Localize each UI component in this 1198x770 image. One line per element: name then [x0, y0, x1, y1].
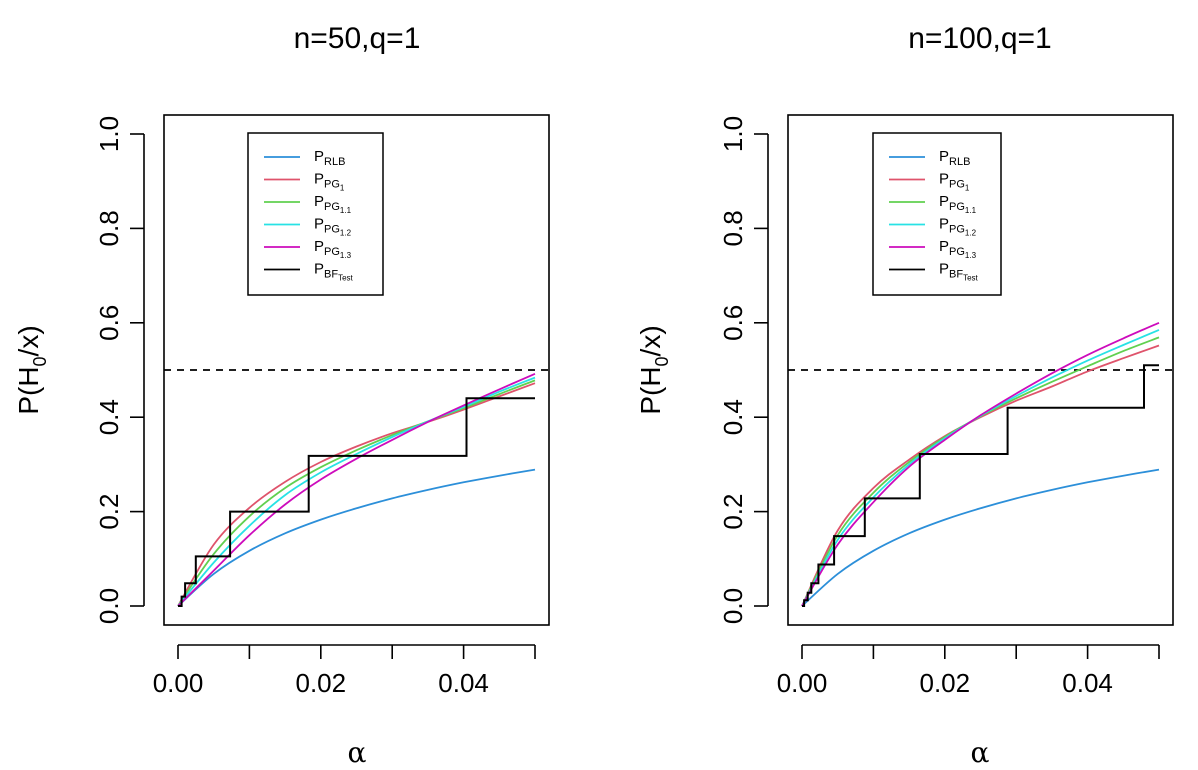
legend-label-sub: BF: [949, 269, 963, 281]
x-tick-label: 0.02: [295, 668, 346, 698]
series-line-PG1: [801, 344, 1160, 607]
legend-label-main: P: [939, 171, 949, 188]
legend-label-main: P: [314, 216, 324, 233]
series-line-PG1: [177, 382, 536, 607]
legend-label-main: P: [314, 148, 324, 165]
legend-label-sub: PG: [324, 179, 340, 191]
y-axis-label-sub: 0: [30, 356, 50, 366]
legend-label-sub: RLB: [324, 156, 345, 168]
legend-label-sub2: 1: [965, 184, 970, 193]
legend-label-sub: PG: [324, 224, 340, 236]
legend-label-sub: PG: [949, 201, 965, 213]
y-axis-label-rest: /x): [13, 325, 44, 356]
legend-label-sub2: Test: [963, 274, 978, 283]
legend-label-main: P: [314, 238, 324, 255]
legend-entry-label: PPG1.2: [314, 216, 352, 238]
panel-1: n=50,q=1 0.00 0.02 0.04 0.0 0.2 0.4 0.6 0.8 1.0 α P…: [13, 22, 550, 769]
legend-label-sub2: 1.3: [340, 251, 352, 260]
y-tick-label: 0.2: [718, 494, 748, 530]
legend-label-sub: RLB: [949, 156, 970, 168]
x-tick-label: 0.04: [1062, 668, 1113, 698]
y-tick-label: 0.4: [94, 399, 124, 435]
legend-entry-label: PRLB: [939, 148, 970, 168]
legend-entry-label: PPG1.3: [939, 238, 977, 260]
series-line-PG1-3: [801, 321, 1160, 607]
legend-label-sub: PG: [949, 224, 965, 236]
legend-label-sub2: 1.2: [965, 229, 977, 238]
legend-entry-label: PRLB: [314, 148, 345, 168]
legend-entry-label: PPG1.1: [314, 193, 352, 215]
legend-label-main: P: [939, 148, 949, 165]
legend-label-main: P: [314, 171, 324, 188]
y-tick-label: 0.4: [718, 399, 748, 435]
chart-title: n=50,q=1: [294, 22, 421, 55]
series-line-BFTest: [178, 397, 535, 607]
y-axis-label-main: P(H: [13, 366, 44, 414]
y-tick-label: 0.2: [94, 494, 124, 530]
legend-label-sub2: 1: [340, 184, 345, 193]
x-tick-label: 0.00: [153, 668, 204, 698]
x-tick-label: 0.04: [438, 668, 489, 698]
legend-entry-label: PPG1: [314, 171, 345, 193]
x-axis-label: α: [971, 736, 990, 769]
y-tick-label: 0.6: [718, 305, 748, 341]
legend-label-sub2: Test: [338, 274, 353, 283]
legend-box: [872, 132, 1002, 296]
y-tick-label: 1.0: [718, 116, 748, 152]
panel-2: n=100,q=1 0.00 0.02 0.04 0.0 0.2 0.4 0.6 0.8 1.0 α…: [635, 22, 1174, 769]
legend-box: [247, 132, 384, 296]
legend-entry-label: PPG1.3: [314, 238, 352, 260]
legend-label-sub: BF: [324, 269, 338, 281]
series-line-PG1-2: [801, 329, 1160, 607]
legend-label-sub2: 1.1: [965, 206, 977, 215]
legend-entry-label: PPG1: [939, 171, 970, 193]
legend-label-sub2: 1.2: [340, 229, 352, 238]
legend-label-main: P: [939, 238, 949, 255]
y-tick-label: 0.8: [94, 210, 124, 246]
y-axis-label: P(H0/x): [635, 325, 672, 414]
legend-label-main: P: [314, 261, 324, 278]
legend-label-main: P: [939, 261, 949, 278]
legend-entry-label: PPG1.1: [939, 193, 977, 215]
chart-title: n=100,q=1: [908, 22, 1051, 55]
y-tick-label: 0.0: [94, 588, 124, 624]
y-axis-label: P(H0/x): [13, 325, 50, 414]
legend-label-sub2: 1.3: [965, 251, 977, 260]
series-line-BFTest: [802, 364, 1159, 607]
x-tick-label: 0.00: [777, 668, 828, 698]
legend-label-sub: PG: [324, 201, 340, 213]
x-tick-label: 0.02: [919, 668, 970, 698]
legend-label-main: P: [939, 193, 949, 210]
legend-label-main: P: [939, 216, 949, 233]
legend-label-sub: PG: [949, 246, 965, 258]
legend-label-sub: PG: [324, 246, 340, 258]
y-tick-label: 0.0: [718, 588, 748, 624]
y-axis-label-rest: /x): [635, 325, 666, 356]
series-line-PG1-2: [177, 376, 536, 607]
legend-entry-label: PPG1.2: [939, 216, 977, 238]
y-tick-label: 0.8: [718, 210, 748, 246]
y-axis-label-main: P(H: [635, 366, 666, 414]
y-tick-label: 0.6: [94, 305, 124, 341]
legend-label-sub: PG: [949, 179, 965, 191]
y-tick-label: 1.0: [94, 116, 124, 152]
series-line-PG1-1: [177, 379, 536, 607]
legend-entry-label: PBFTest: [939, 261, 979, 283]
legend-label-main: P: [314, 193, 324, 210]
series-line-RLB: [177, 468, 536, 607]
y-axis-label-sub: 0: [652, 356, 672, 366]
x-axis-label: α: [348, 736, 367, 769]
series-line-PG1-1: [801, 336, 1160, 607]
legend-entry-label: PBFTest: [314, 261, 354, 283]
legend-label-sub2: 1.1: [340, 206, 352, 215]
series-line-PG1-3: [177, 372, 536, 607]
series-line-RLB: [801, 468, 1160, 607]
